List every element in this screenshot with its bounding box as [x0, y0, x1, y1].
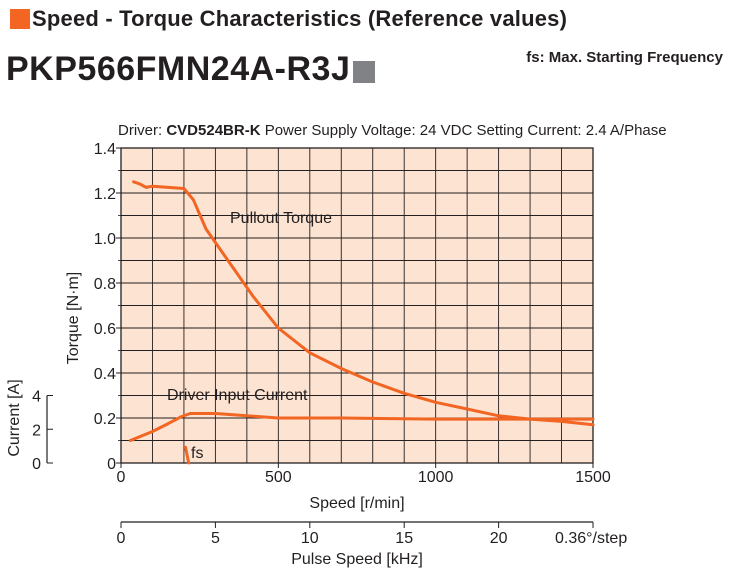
page-title: Speed - Torque Characteristics (Referenc… — [32, 6, 568, 31]
driver-input-current-annotation: Driver Input Current — [167, 387, 308, 404]
y2-tick-label: 2 — [32, 422, 41, 439]
y-tick-label: 1.2 — [94, 186, 116, 203]
y-tick-label: 0.8 — [94, 276, 116, 293]
y-tick-label: 1.0 — [94, 231, 116, 248]
subtitle-part: Power Supply Voltage: 24 VDC Setting Cur… — [261, 122, 667, 139]
y2-tick-label: 4 — [32, 389, 41, 406]
fs-marker-line — [184, 445, 191, 465]
header: Speed - Torque Characteristics (Referenc… — [6, 6, 735, 96]
y-tick-label: 0.4 — [94, 366, 116, 383]
x2-unit-label: 0.36°/step — [555, 530, 627, 547]
x-axis-label: Speed [r/min] — [309, 495, 404, 512]
pullout-torque-line — [132, 180, 595, 427]
y-tick-label: 0 — [107, 456, 116, 473]
x2-tick-label: 5 — [211, 530, 220, 547]
x-tick-label: 500 — [265, 469, 292, 486]
current-axis-label: Current [A] — [6, 379, 23, 456]
x-tick-label: 1500 — [575, 469, 611, 486]
x2-tick-label: 15 — [395, 530, 413, 547]
y-tick-label: 0.6 — [94, 321, 116, 338]
y-axis-label: Torque [N·m] — [65, 272, 82, 364]
model-row: PKP566FMN24A-R3J — [6, 50, 376, 89]
model-name: PKP566FMN24A-R3J — [6, 50, 351, 88]
x2-tick-label: 20 — [490, 530, 508, 547]
pullout-torque-annotation: Pullout Torque — [230, 210, 332, 227]
subtitle-driver-model: CVD524BR-K — [166, 122, 260, 139]
driver-input-current-line — [128, 412, 595, 442]
y-tick-label: 0.2 — [94, 411, 116, 428]
chart-subtitle: Driver: CVD524BR-K Power Supply Voltage:… — [118, 122, 667, 139]
x2-tick-label: 0 — [117, 530, 126, 547]
x2-tick-label: 10 — [301, 530, 319, 547]
x-tick-label: 0 — [117, 469, 126, 486]
title-marker — [10, 9, 30, 29]
model-marker — [353, 60, 376, 83]
fs-annotation: fs — [191, 445, 203, 462]
fs-note: fs: Max. Starting Frequency — [526, 49, 723, 66]
title-row: Speed - Torque Characteristics (Referenc… — [10, 6, 735, 32]
y2-tick-label: 0 — [32, 456, 41, 473]
x2-axis-label: Pulse Speed [kHz] — [291, 551, 423, 568]
x-tick-label: 1000 — [418, 469, 454, 486]
subtitle-part: Driver: — [118, 122, 166, 139]
y-tick-label: 1.4 — [94, 141, 116, 158]
